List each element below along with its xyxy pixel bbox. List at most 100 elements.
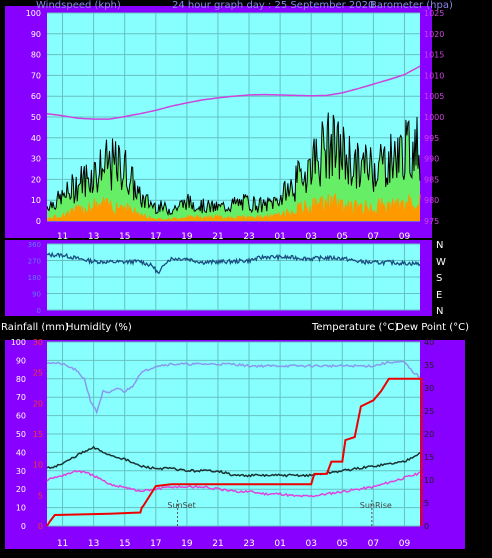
humidity-line xyxy=(46,360,421,415)
windspeed-tick-label: 50 xyxy=(31,113,41,122)
humidity-tick-label: 100 xyxy=(11,338,26,347)
barometer-line xyxy=(46,65,421,120)
lower-time-tick-label: 19 xyxy=(181,539,193,549)
barometer-axis-title: Barometer (hpa) xyxy=(370,0,453,11)
wind-minimum-line xyxy=(46,193,421,222)
time-tick-label: 07 xyxy=(368,232,379,242)
windspeed-tick-label: 90 xyxy=(31,30,41,39)
windspeed-tick-label: 20 xyxy=(31,175,41,184)
sunrise-label: SunRise xyxy=(360,501,392,510)
barometer-tick-label: 980 xyxy=(424,196,439,205)
rainfall-axis-title: Rainfall (mm) xyxy=(1,322,69,333)
lower-time-tick-label: 13 xyxy=(88,539,99,549)
lower-time-tick-label: 15 xyxy=(119,539,130,549)
temperature-axis-title: Temperature (°C) xyxy=(312,322,399,333)
direction-tick-label: 0 xyxy=(37,307,41,315)
direction-tick-label: 360 xyxy=(28,241,41,249)
humidity-tick-label: 60 xyxy=(16,412,26,421)
direction-tick-label: 90 xyxy=(32,291,41,299)
lower-time-tick-label: 17 xyxy=(150,539,161,549)
direction-letter-n-bottom: N xyxy=(436,306,444,317)
humidity-tick-label: 80 xyxy=(16,375,26,384)
humidity-tick-label: 90 xyxy=(16,356,26,365)
temperature-line xyxy=(46,445,421,478)
barometer-tick-label: 1025 xyxy=(424,9,444,18)
wind-direction-line xyxy=(46,251,421,275)
time-tick-label: 11 xyxy=(57,232,68,242)
temperature-tick-label: 40 xyxy=(424,338,434,347)
barometer-tick-label: 975 xyxy=(424,217,439,226)
dew-point-line xyxy=(46,469,421,498)
time-tick-label: 19 xyxy=(181,232,193,242)
time-tick-label: 05 xyxy=(337,232,348,242)
rainfall-tick-label: 30 xyxy=(33,338,43,347)
chart-title: 24 hour graph day : 25 September 2020 xyxy=(172,0,375,11)
lower-time-tick-label: 21 xyxy=(212,539,223,549)
rainfall-tick-label: 20 xyxy=(33,399,43,408)
rainfall-tick-label: 0 xyxy=(38,522,43,531)
humidity-tick-label: 70 xyxy=(16,393,26,402)
temperature-tick-label: 10 xyxy=(424,476,434,485)
windspeed-chart-layer: 0102030405060708090100975980985990995100… xyxy=(26,9,445,242)
time-tick-label: 21 xyxy=(212,232,223,242)
direction-tick-label: 270 xyxy=(28,258,41,266)
temperature-chart-layer: 0102030405060708090100051015202530051015… xyxy=(11,338,434,549)
windspeed-tick-label: 60 xyxy=(31,92,41,101)
windspeed-tick-label: 100 xyxy=(26,9,41,18)
windspeed-tick-label: 80 xyxy=(31,51,41,60)
windspeed-tick-label: 0 xyxy=(36,217,41,226)
humidity-tick-label: 10 xyxy=(16,504,26,513)
direction-letter-s: S xyxy=(436,273,443,284)
temperature-tick-label: 20 xyxy=(424,430,434,439)
barometer-tick-label: 995 xyxy=(424,134,439,143)
direction-letter-w: W xyxy=(436,257,446,268)
temperature-tick-label: 15 xyxy=(424,453,434,462)
time-tick-label: 17 xyxy=(150,232,161,242)
temperature-tick-label: 25 xyxy=(424,407,434,416)
lower-time-tick-label: 01 xyxy=(274,539,285,549)
rainfall-tick-label: 15 xyxy=(33,430,43,439)
humidity-tick-label: 30 xyxy=(16,467,26,476)
windspeed-tick-label: 70 xyxy=(31,71,41,80)
rainfall-tick-label: 10 xyxy=(33,461,43,470)
direction-chart-layer: 0 90 180 270 360 xyxy=(28,241,421,315)
time-tick-label: 13 xyxy=(88,232,99,242)
humidity-tick-label: 40 xyxy=(16,448,26,457)
barometer-tick-label: 1000 xyxy=(424,113,444,122)
direction-tick-label: 180 xyxy=(28,274,41,282)
temperature-tick-label: 35 xyxy=(424,361,434,370)
lower-time-tick-label: 11 xyxy=(57,539,68,549)
rainfall-tick-label: 5 xyxy=(38,491,43,500)
time-tick-label: 23 xyxy=(243,232,254,242)
time-tick-label: 09 xyxy=(399,232,411,242)
wind-gust-line xyxy=(46,112,421,217)
windspeed-tick-label: 30 xyxy=(31,155,41,164)
barometer-tick-label: 1010 xyxy=(424,71,444,80)
barometer-tick-label: 990 xyxy=(424,155,439,164)
barometer-tick-label: 1015 xyxy=(424,51,444,60)
time-tick-label: 01 xyxy=(274,232,285,242)
lower-time-tick-label: 05 xyxy=(337,539,348,549)
humidity-tick-label: 50 xyxy=(16,430,26,439)
windspeed-tick-label: 40 xyxy=(31,134,41,143)
temperature-tick-label: 30 xyxy=(424,384,434,393)
rainfall-tick-label: 25 xyxy=(33,369,43,378)
lower-time-tick-label: 03 xyxy=(305,539,316,549)
windspeed-tick-label: 10 xyxy=(31,196,41,205)
direction-letter-e: E xyxy=(436,290,443,301)
temperature-tick-label: 5 xyxy=(424,499,429,508)
temperature-tick-label: 0 xyxy=(424,522,429,531)
wind-minimum-area xyxy=(47,193,420,221)
lower-time-tick-label: 07 xyxy=(368,539,379,549)
rainfall-line xyxy=(46,377,423,527)
windspeed-axis-title: Windspeed (kph) xyxy=(36,0,121,11)
humidity-tick-label: 20 xyxy=(16,485,26,494)
barometer-tick-label: 1020 xyxy=(424,30,444,39)
barometer-tick-label: 985 xyxy=(424,175,439,184)
lower-time-tick-label: 09 xyxy=(399,539,411,549)
humidity-tick-label: 0 xyxy=(21,522,26,531)
barometer-tick-label: 1005 xyxy=(424,92,444,101)
humidity-axis-title: Humidity (%) xyxy=(66,322,132,333)
time-tick-label: 15 xyxy=(119,232,130,242)
